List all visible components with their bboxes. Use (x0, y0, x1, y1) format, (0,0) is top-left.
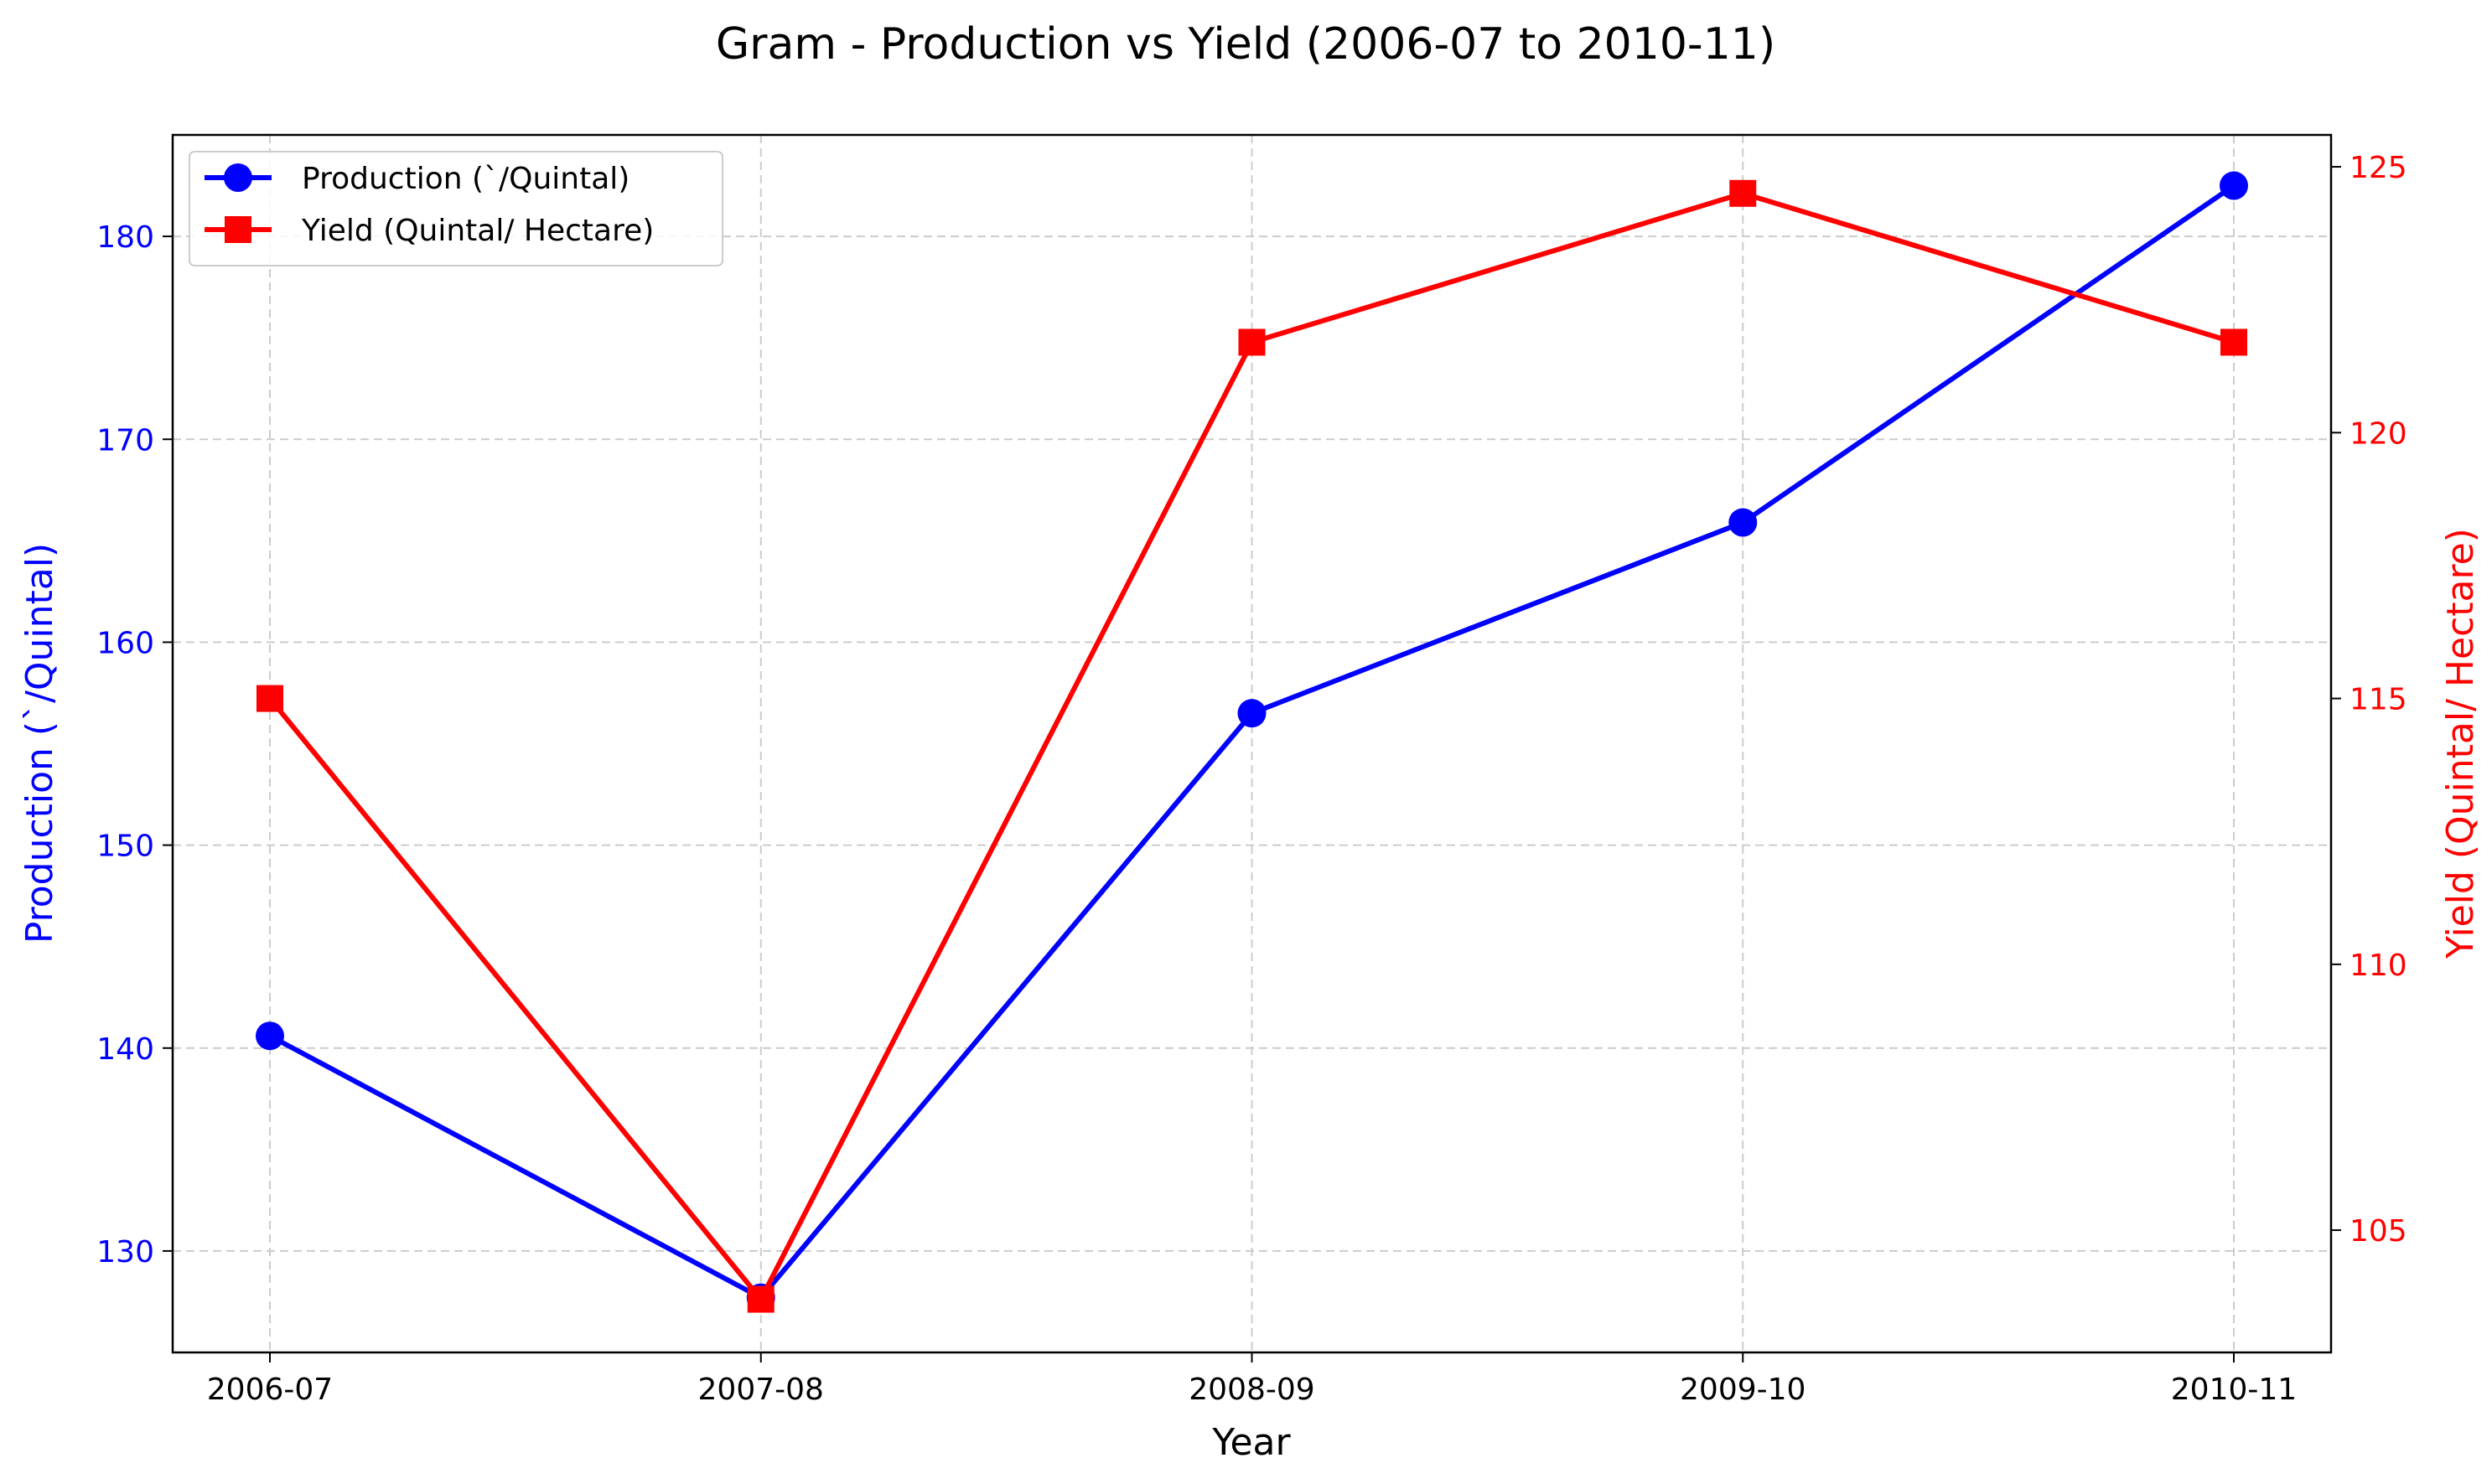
left-y-tick-label: 150 (96, 830, 154, 864)
x-tick-label: 2009-10 (1680, 1373, 1806, 1407)
legend-marker-circle (224, 163, 252, 192)
right-axis-title: Yield (Quintal/ Hectare) (2439, 528, 2482, 959)
data-point-circle (2220, 171, 2248, 200)
data-point-square (2220, 328, 2247, 356)
legend: Production (`/Quintal) Yield (Quintal/ He… (189, 151, 723, 266)
right-y-tick-label: 115 (2350, 683, 2407, 717)
legend-label: Yield (Quintal/ Hectare) (301, 214, 654, 248)
right-y-tick-label: 125 (2350, 151, 2407, 185)
legend-items: Production (`/Quintal) Yield (Quintal/ He… (205, 162, 654, 248)
x-tick-label: 2006-07 (207, 1373, 333, 1407)
data-point-circle (1728, 508, 1758, 537)
data-point-circle (256, 1021, 284, 1051)
left-y-tick-label: 130 (96, 1235, 154, 1269)
right-y-tick-label: 110 (2350, 949, 2407, 983)
legend-marker-square (225, 216, 251, 243)
right-y-tick-label: 105 (2350, 1214, 2407, 1249)
data-point-square (747, 1285, 775, 1313)
chart-title: Gram - Production vs Yield (2006-07 to 2… (716, 19, 1775, 70)
data-point-square (1729, 179, 1757, 207)
left-y-tick-label: 180 (96, 220, 154, 255)
left-y-tick-label: 170 (96, 423, 154, 458)
x-axis-title: Year (1211, 1421, 1291, 1464)
x-tick-label: 2008-09 (1189, 1373, 1314, 1407)
left-y-tick-label: 160 (96, 626, 154, 660)
right-y-tick-label: 120 (2350, 416, 2407, 451)
data-point-square (1238, 328, 1266, 356)
data-point-square (256, 685, 283, 712)
left-y-tick-label: 140 (96, 1032, 154, 1067)
axis-layer: 2006-07 2007-08 2008-09 2009-10 2010-11 130 14… (96, 151, 2407, 1407)
grid-layer (173, 135, 2331, 1352)
series-layer (256, 171, 2248, 1313)
x-tick-label: 2010-11 (2171, 1373, 2297, 1407)
left-axis-title: Production (`/Quintal) (18, 543, 61, 944)
data-point-circle (1237, 699, 1267, 728)
legend-label: Production (`/Quintal) (302, 162, 629, 196)
x-tick-label: 2007-08 (698, 1373, 824, 1407)
legend-box (189, 151, 723, 266)
